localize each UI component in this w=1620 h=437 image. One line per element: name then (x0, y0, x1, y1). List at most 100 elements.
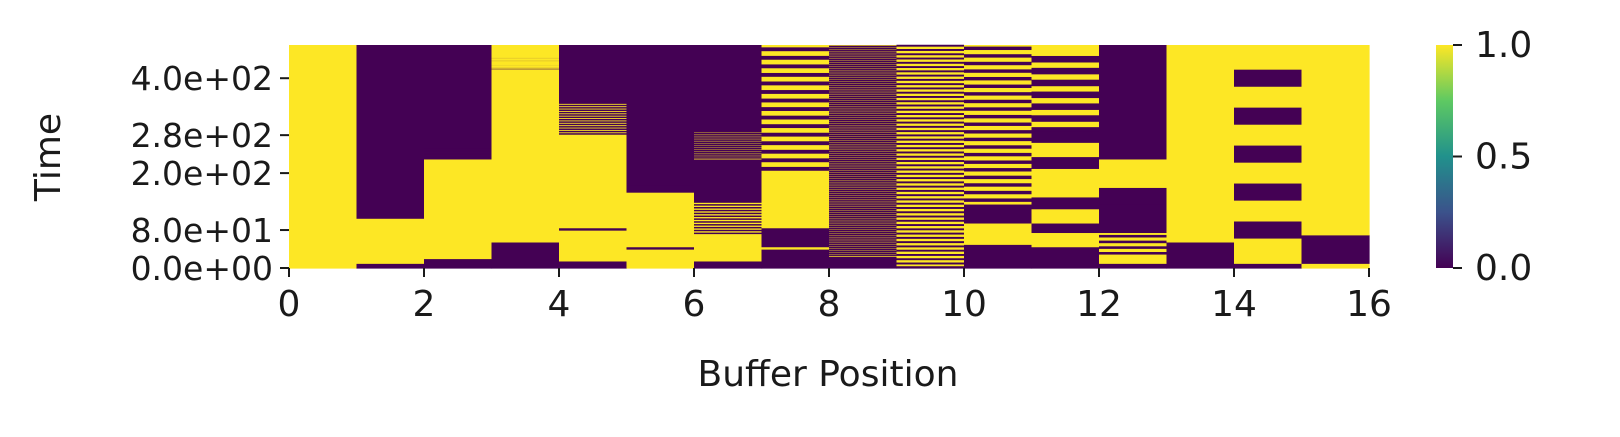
heatmap-stripe (761, 124, 829, 129)
heatmap-stripe (694, 143, 762, 146)
heatmap-stripes (424, 44, 1302, 265)
heatmap-stripe (896, 66, 964, 69)
x-tick-label: 16 (1346, 284, 1392, 325)
y-tick-label: 4.0e+02 (131, 59, 273, 98)
heatmap-stripe (896, 253, 964, 256)
heatmap-cell (356, 45, 425, 219)
heatmap-stripe (896, 53, 964, 56)
heatmap-cell (1031, 45, 1100, 53)
heatmap-stripe (1031, 121, 1099, 128)
heatmap-stripe (896, 74, 964, 77)
heatmap-stripe (694, 224, 762, 226)
heatmap-stripe (896, 181, 964, 184)
heatmap-stripe (964, 145, 1032, 149)
heatmap-stripe (424, 151, 492, 154)
heatmap-stripe (829, 72, 897, 74)
colorbar-tick-label: 0.0 (1475, 248, 1532, 289)
heatmap-stripe (964, 114, 1032, 119)
heatmap-stripe (896, 211, 964, 214)
heatmap-stripe (829, 243, 897, 245)
heatmap-cell (1031, 196, 1100, 210)
heatmap-stripe (694, 141, 762, 144)
heatmap-stripe (1099, 252, 1167, 255)
heatmap-cell (1166, 45, 1235, 243)
heatmap-stripe (964, 160, 1032, 164)
heatmap-cell (761, 249, 830, 269)
heatmap-stripe (829, 188, 897, 190)
heatmap-stripe (829, 89, 897, 91)
heatmap-cell (491, 45, 560, 58)
heatmap-stripe (896, 91, 964, 94)
heatmap-stripe (694, 218, 762, 220)
heatmap-stripe (896, 78, 964, 81)
heatmap-stripe (829, 140, 897, 143)
heatmap-stripe (761, 47, 829, 52)
heatmap-stripe (829, 144, 897, 146)
heatmap-stripe (559, 109, 627, 111)
heatmap-stripe (559, 121, 627, 123)
heatmap-cell (1031, 130, 1100, 143)
heatmap-stripe (829, 153, 897, 156)
heatmap-stripe (964, 122, 1032, 126)
y-tick-label: 8.0e+01 (131, 211, 273, 250)
heatmap-cell (559, 260, 628, 269)
heatmap-stripe (1031, 109, 1099, 116)
y-axis: 0.0e+008.0e+01 2.0e+022.8e+02 4.0e+02 (131, 59, 289, 288)
heatmap-stripe (896, 258, 964, 261)
heatmap-stripe (829, 229, 897, 232)
heatmap-stripe (694, 206, 762, 209)
heatmap-stripe (694, 134, 762, 136)
heatmap-cell (1301, 45, 1370, 236)
heatmap-stripe (829, 205, 897, 207)
heatmap-stripe (829, 98, 897, 101)
heatmap-cell (559, 230, 628, 262)
heatmap-stripe (761, 98, 829, 103)
heatmap-stripe (829, 81, 897, 84)
heatmap-stripe (896, 134, 964, 137)
heatmap-stripe (694, 221, 762, 223)
heatmap-stripe (896, 262, 964, 265)
heatmap-stripe (491, 67, 559, 69)
heatmap-stripe (896, 168, 964, 171)
heatmap-stripe (1031, 98, 1099, 104)
heatmap-stripe (964, 168, 1032, 172)
heatmap-stripe (694, 132, 762, 135)
heatmap-stripe (829, 125, 897, 127)
heatmap-cell (626, 184, 695, 193)
heatmap-cell (1166, 241, 1235, 269)
heatmap-cell (1031, 222, 1100, 234)
heatmap-stripe (829, 203, 897, 205)
heatmap-stripe (559, 102, 627, 104)
heatmap-stripe (829, 87, 897, 89)
heatmap-stripe (829, 74, 897, 76)
heatmap-stripe (829, 163, 897, 165)
heatmap-stripe (896, 215, 964, 218)
heatmap-stripe (829, 180, 897, 182)
heatmap-stripe (829, 123, 897, 125)
heatmap-stripe (896, 202, 964, 205)
heatmap-stripe (829, 112, 897, 114)
heatmap-stripe (829, 134, 897, 137)
heatmap-stripe (829, 235, 897, 237)
y-tick-label: 0.0e+00 (131, 249, 273, 288)
heatmap-stripe (761, 158, 829, 163)
heatmap-stripe (424, 148, 492, 151)
heatmap-stripe (829, 248, 897, 251)
heatmap-stripe (964, 190, 1032, 195)
heatmap-stripe (1031, 74, 1099, 80)
heatmap-stripe (829, 57, 897, 59)
heatmap-cell (559, 135, 628, 229)
heatmap-stripe (424, 154, 492, 157)
heatmap-cell (964, 222, 1033, 245)
heatmap-stripe (964, 61, 1032, 66)
heatmap-stripe (829, 227, 897, 230)
heatmap-stripe (829, 150, 897, 152)
heatmap-cell (964, 203, 1033, 224)
heatmap-stripe (694, 201, 762, 203)
y-tick-label: 2.8e+02 (131, 116, 273, 155)
heatmap-stripe (964, 130, 1032, 134)
heatmap-stripe (761, 55, 829, 60)
heatmap-stripe (829, 108, 897, 110)
heatmap-stripe (896, 100, 964, 103)
heatmap-stripe (829, 102, 897, 105)
